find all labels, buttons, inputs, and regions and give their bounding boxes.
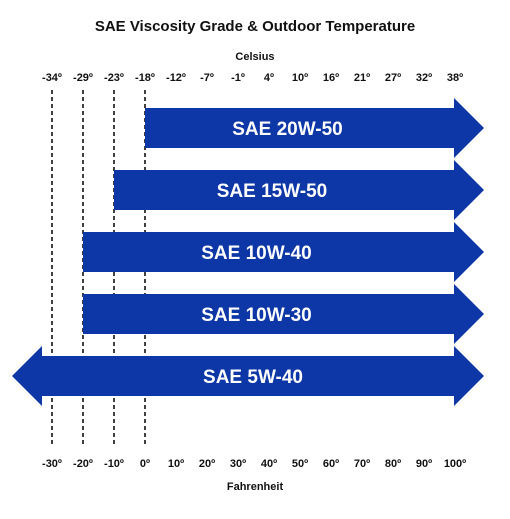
fahrenheit-tick-label: 70º bbox=[354, 458, 370, 470]
grade-label: SAE 15W-50 bbox=[217, 181, 328, 202]
fahrenheit-ticks: -30º -20º -10º 0º 10º 20º 30º 40º 50º 60º 70º 80º 90… bbox=[42, 458, 466, 470]
fahrenheit-tick-label: 10º bbox=[168, 458, 184, 470]
fahrenheit-tick-label: 20º bbox=[199, 458, 215, 470]
grade-arrow bbox=[145, 98, 484, 158]
celsius-tick-label: 38º bbox=[447, 72, 463, 84]
grade-arrow bbox=[114, 160, 484, 220]
fahrenheit-tick-label: 100º bbox=[444, 458, 466, 470]
grade-label: SAE 5W-40 bbox=[203, 367, 303, 388]
celsius-tick-label: 32º bbox=[416, 72, 432, 84]
fahrenheit-tick-label: 0º bbox=[140, 458, 150, 470]
fahrenheit-tick-label: 40º bbox=[261, 458, 277, 470]
celsius-tick-label: 27º bbox=[385, 72, 401, 84]
celsius-tick-label: -7º bbox=[200, 72, 214, 84]
celsius-tick-label: 16º bbox=[323, 72, 339, 84]
fahrenheit-tick-label: -30º bbox=[42, 458, 62, 470]
celsius-tick-label: -12º bbox=[166, 72, 186, 84]
fahrenheit-axis-label: Fahrenheit bbox=[227, 481, 284, 493]
celsius-tick-label: 21º bbox=[354, 72, 370, 84]
grade-arrows: SAE 20W-50 SAE 15W-50 SAE 10W-40 SAE 10W-30… bbox=[12, 98, 484, 406]
celsius-tick-label: -1º bbox=[231, 72, 245, 84]
chart-title: SAE Viscosity Grade & Outdoor Temperatur… bbox=[95, 18, 415, 35]
grade-arrow bbox=[12, 346, 484, 406]
fahrenheit-tick-label: -10º bbox=[104, 458, 124, 470]
celsius-tick-label: 10º bbox=[292, 72, 308, 84]
celsius-axis-label: Celsius bbox=[235, 51, 274, 63]
fahrenheit-tick-label: 30º bbox=[230, 458, 246, 470]
fahrenheit-tick-label: 60º bbox=[323, 458, 339, 470]
grade-label: SAE 10W-30 bbox=[201, 305, 312, 326]
grade-arrow bbox=[83, 222, 484, 282]
fahrenheit-tick-label: 80º bbox=[385, 458, 401, 470]
celsius-tick-label: -34º bbox=[42, 72, 62, 84]
celsius-tick-label: -29º bbox=[73, 72, 93, 84]
celsius-tick-label: -18º bbox=[135, 72, 155, 84]
grade-label: SAE 20W-50 bbox=[232, 119, 343, 140]
celsius-tick-label: 4º bbox=[264, 72, 274, 84]
grade-arrow bbox=[83, 284, 484, 344]
fahrenheit-tick-label: -20º bbox=[73, 458, 93, 470]
celsius-tick-label: -23º bbox=[104, 72, 124, 84]
grade-label: SAE 10W-40 bbox=[201, 243, 312, 264]
celsius-ticks: -34º -29º -23º -18º -12º -7º -1º 4º 10º 16º 21º 27º… bbox=[42, 72, 463, 84]
fahrenheit-tick-label: 90º bbox=[416, 458, 432, 470]
fahrenheit-tick-label: 50º bbox=[292, 458, 308, 470]
